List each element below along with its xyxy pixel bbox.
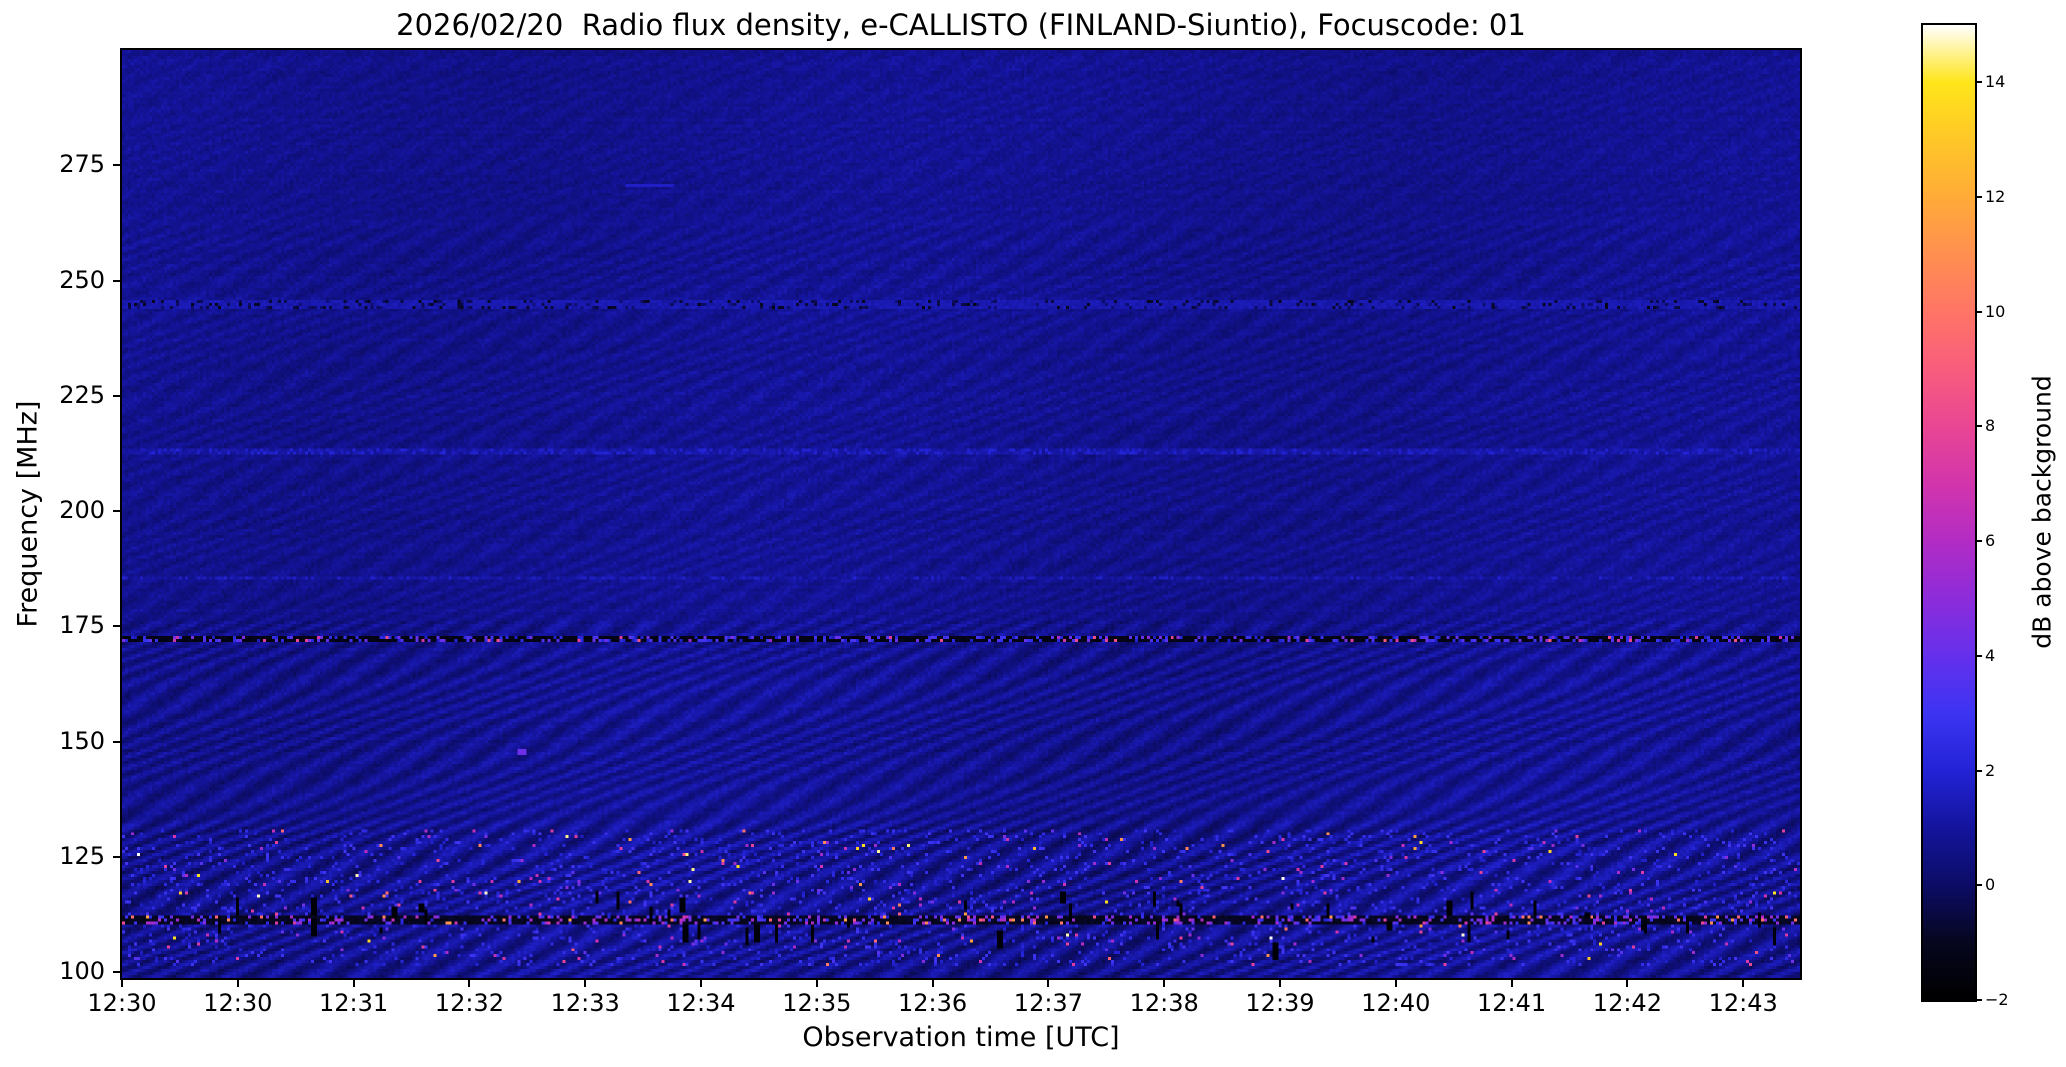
colorbar-tick-mark — [1975, 769, 1982, 772]
x-tick-mark — [931, 978, 934, 987]
colorbar-tick-mark — [1975, 310, 1982, 313]
colorbar-tick-label: 8 — [1985, 416, 1996, 436]
y-tick-mark — [113, 394, 122, 397]
x-tick-label: 12:40 — [1361, 989, 1431, 1017]
colorbar-tick-label: 14 — [1985, 72, 2006, 92]
colorbar-tick-label: −2 — [1985, 990, 2009, 1009]
y-tick-mark — [113, 625, 122, 628]
colorbar-tick-mark — [1975, 196, 1982, 199]
colorbar-tick-label: 10 — [1985, 301, 2006, 321]
x-axis-label: Observation time [UTC] — [802, 1022, 1120, 1053]
x-tick-label: 12:35 — [782, 989, 852, 1017]
y-tick-mark — [113, 510, 122, 512]
colorbar-tick-label: 4 — [1985, 645, 1996, 665]
colorbar-tick-label: 0 — [1985, 875, 1996, 895]
colorbar-tick-label: 2 — [1985, 760, 1996, 780]
x-tick-label: 12:31 — [319, 989, 389, 1017]
x-tick-label: 12:32 — [434, 989, 504, 1017]
y-tick-label: 225 — [59, 380, 105, 409]
colorbar-label: dB above background — [2027, 375, 2057, 649]
x-tick-label: 12:42 — [1592, 989, 1662, 1017]
x-tick-mark — [1047, 978, 1050, 987]
colorbar-tick-mark — [1975, 654, 1982, 657]
colorbar-tick-label: 6 — [1985, 531, 1996, 551]
x-tick-mark — [1279, 978, 1281, 987]
x-tick-mark — [700, 978, 702, 987]
x-tick-label: 12:33 — [550, 989, 620, 1017]
colorbar-tick-mark — [1975, 999, 1982, 1001]
x-tick-label: 12:30 — [87, 989, 157, 1017]
x-tick-mark — [121, 978, 123, 987]
y-tick-mark — [113, 855, 122, 858]
y-tick-mark — [113, 740, 122, 743]
x-tick-mark — [1394, 978, 1397, 987]
x-tick-label: 12:37 — [1013, 989, 1083, 1017]
y-tick-label: 250 — [59, 265, 105, 294]
colorbar-tick-mark — [1975, 540, 1982, 543]
y-tick-label: 275 — [59, 150, 105, 179]
y-tick-mark — [113, 164, 122, 167]
spectrogram-canvas — [122, 50, 1800, 978]
x-tick-label: 12:34 — [666, 989, 736, 1017]
x-tick-label: 12:30 — [203, 989, 273, 1017]
y-tick-label: 150 — [59, 726, 105, 755]
x-tick-mark — [1163, 978, 1166, 987]
chart-title: 2026/02/20 Radio flux density, e-CALLIST… — [396, 8, 1526, 42]
x-tick-mark — [468, 978, 471, 987]
y-tick-mark — [113, 279, 122, 282]
x-tick-label: 12:43 — [1708, 989, 1778, 1017]
colorbar-gradient — [1923, 25, 1975, 1000]
x-tick-mark — [352, 978, 355, 987]
x-tick-mark — [1626, 978, 1629, 987]
x-tick-mark — [584, 978, 587, 987]
x-tick-mark — [815, 978, 818, 987]
colorbar-tick-mark — [1975, 81, 1982, 84]
x-tick-mark — [1742, 978, 1745, 987]
x-tick-mark — [1510, 978, 1513, 987]
colorbar-tick-mark — [1975, 425, 1982, 428]
colorbar-tick-mark — [1975, 884, 1982, 887]
x-tick-label: 12:38 — [1129, 989, 1199, 1017]
y-tick-label: 100 — [59, 957, 105, 985]
y-tick-label: 175 — [59, 611, 105, 640]
x-tick-label: 12:39 — [1245, 989, 1315, 1017]
colorbar-tick-label: 12 — [1985, 187, 2006, 207]
x-tick-mark — [236, 978, 239, 987]
x-tick-label: 12:36 — [898, 989, 968, 1017]
y-tick-label: 200 — [59, 496, 105, 524]
x-tick-label: 12:41 — [1477, 989, 1547, 1017]
y-tick-label: 125 — [59, 841, 105, 870]
colorbar — [1921, 23, 1977, 1002]
y-tick-mark — [113, 971, 122, 973]
